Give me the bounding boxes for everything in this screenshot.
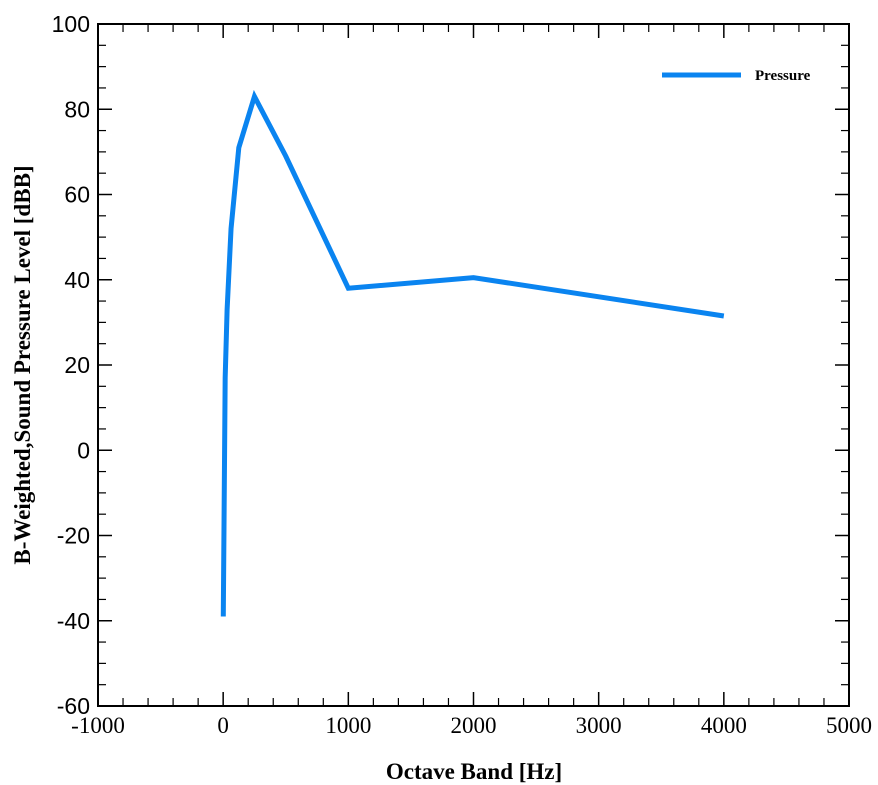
y-tick-label: -60 xyxy=(57,693,90,719)
tick-labels: -1000 0 1000 2000 3000 4000 5000 -60 -40 -20 0 20 40… xyxy=(52,11,872,738)
y-axis-title: B-Weighted,Sound Pressure Level [dBB] xyxy=(10,165,35,564)
series-layer xyxy=(220,89,725,617)
series-line-pressure xyxy=(220,89,725,617)
y-tick-label: -20 xyxy=(57,523,90,549)
x-tick-label: 2000 xyxy=(451,713,497,738)
x-tick-label: 4000 xyxy=(701,713,747,738)
y-tick-label: -40 xyxy=(57,608,90,634)
y-tick-label: 40 xyxy=(64,267,90,293)
y-tick-label: 20 xyxy=(64,352,90,378)
legend-label-pressure: Pressure xyxy=(755,68,811,84)
plot-frame xyxy=(97,23,850,707)
x-tick-label: 5000 xyxy=(826,713,872,738)
x-tick-label: 1000 xyxy=(325,713,371,738)
x-tick-label: -1000 xyxy=(71,713,125,738)
x-tick-label: 0 xyxy=(217,713,229,738)
legend: Pressure xyxy=(662,68,811,84)
y-tick-label: 60 xyxy=(64,182,90,208)
y-tick-label: 0 xyxy=(77,437,90,463)
x-tick-label: 3000 xyxy=(576,713,622,738)
y-tick-label: 100 xyxy=(52,11,90,37)
axis-ticks xyxy=(97,23,850,707)
x-axis-title: Octave Band [Hz] xyxy=(386,759,562,784)
y-tick-label: 80 xyxy=(64,96,90,122)
